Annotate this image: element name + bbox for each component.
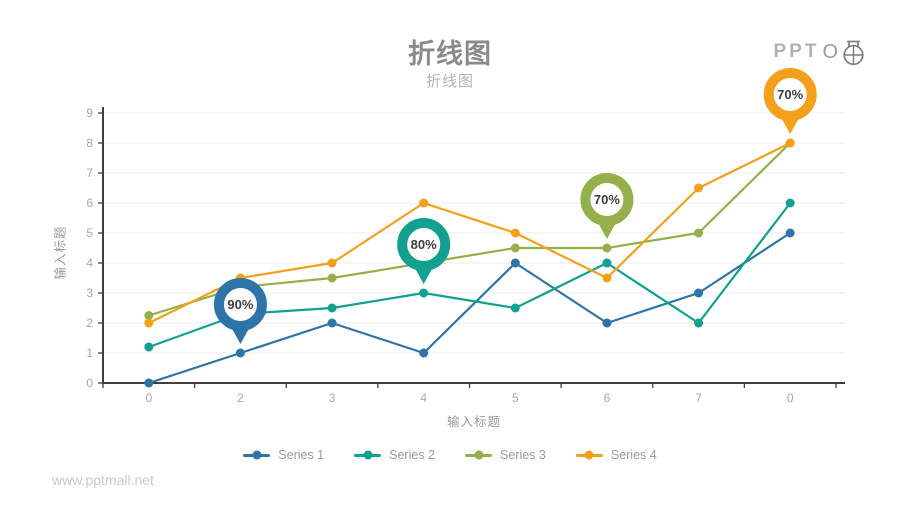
- x-axis-title: 输入标题: [446, 415, 501, 429]
- series-1-point: [144, 378, 154, 388]
- series-2-point: [602, 258, 612, 268]
- series-1-point: [785, 228, 795, 238]
- chart-legend: Series 1 Series 2 Series 3 Series 4: [0, 448, 900, 462]
- y-tick-label: 2: [86, 316, 93, 330]
- brand-logo: PPT O: [773, 38, 866, 66]
- annotation-pin-label: 90%: [227, 297, 253, 312]
- series-3-point: [144, 311, 154, 320]
- x-tick-label: 7: [695, 391, 702, 405]
- series-1-point: [235, 348, 245, 358]
- y-tick-label: 4: [86, 256, 93, 270]
- series-3-point: [602, 243, 612, 253]
- legend-dot-icon: [363, 450, 373, 460]
- chart-title: 折线图: [408, 39, 492, 69]
- series-2-point: [419, 288, 429, 298]
- legend-dot-icon: [474, 450, 483, 460]
- series-1-point: [602, 318, 612, 328]
- series-3-point: [327, 273, 337, 283]
- series-1-point: [694, 288, 704, 298]
- series-4-point: [510, 228, 520, 238]
- series-3-point: [694, 228, 704, 238]
- x-tick-label: 0: [787, 391, 794, 405]
- y-tick-label: 3: [86, 286, 93, 300]
- series-line-4: [148, 142, 791, 324]
- series-1-point: [327, 318, 337, 328]
- legend-label: Series 3: [500, 448, 546, 462]
- series-4-point: [785, 138, 795, 148]
- series-4-point: [602, 273, 612, 283]
- series-1-point: [419, 348, 429, 358]
- legend-dot-icon: [584, 450, 594, 460]
- annotation-pin-circle: [397, 218, 451, 271]
- legend-marker-icon: [243, 450, 271, 460]
- series-2-point: [327, 303, 337, 313]
- annotation-pin-circle: [763, 68, 817, 121]
- legend-label: Series 1: [278, 448, 325, 462]
- y-tick-label: 8: [86, 136, 93, 150]
- series-2-point: [785, 198, 795, 208]
- y-axis-title: 输入标题: [53, 225, 68, 280]
- legend-item-series-2: Series 2: [354, 448, 435, 462]
- y-tick-label: 1: [86, 346, 93, 360]
- y-tick-label: 0: [86, 376, 93, 390]
- x-tick-label: 0: [145, 391, 152, 405]
- annotation-pin-circle: [580, 173, 634, 226]
- series-2-point: [510, 303, 520, 313]
- legend-item-series-1: Series 1: [243, 448, 324, 462]
- watermark-url: www.pptmall.net: [52, 472, 154, 488]
- logo-circle-letter: O: [822, 40, 838, 63]
- y-tick-label: 6: [86, 196, 93, 210]
- x-tick-label: 3: [329, 391, 336, 405]
- legend-item-series-3: Series 3: [465, 448, 546, 462]
- legend-marker-icon: [575, 450, 603, 460]
- legend-item-series-4: Series 4: [575, 448, 657, 462]
- x-tick-label: 4: [420, 391, 427, 405]
- annotation-pin-circle: [213, 278, 267, 331]
- series-3-point: [510, 243, 520, 253]
- series-4-point: [419, 198, 429, 208]
- series-4-point: [694, 183, 704, 193]
- series-2-point: [144, 342, 154, 352]
- legend-label: Series 4: [610, 448, 657, 462]
- x-tick-label: 2: [237, 391, 244, 405]
- y-tick-label: 9: [86, 106, 93, 120]
- annotation-pin-label: 80%: [411, 237, 437, 252]
- globe-icon: [843, 40, 864, 66]
- logo-text: PPT: [773, 41, 820, 62]
- line-chart-plot: 0 1 2 3 4 5 6 7 8 9 0 2 3 4 5 6 7 0 90% 80% 70% 70%: [86, 68, 845, 405]
- series-4-point: [327, 258, 337, 268]
- series-1-point: [510, 258, 520, 268]
- annotation-pin-label: 70%: [777, 87, 803, 102]
- y-tick-label: 5: [86, 226, 93, 240]
- x-tick-label: 6: [604, 391, 611, 405]
- legend-label: Series 2: [389, 448, 435, 462]
- series-4-point: [144, 318, 154, 328]
- chart-subtitle: 折线图: [425, 73, 474, 90]
- series-2-point: [694, 318, 704, 328]
- legend-marker-icon: [354, 450, 382, 460]
- series-line-1: [148, 232, 791, 385]
- x-tick-label: 5: [512, 391, 519, 405]
- y-tick-label: 7: [86, 166, 93, 180]
- annotation-pin-label: 70%: [594, 192, 620, 207]
- legend-dot-icon: [252, 450, 262, 460]
- legend-marker-icon: [465, 450, 492, 460]
